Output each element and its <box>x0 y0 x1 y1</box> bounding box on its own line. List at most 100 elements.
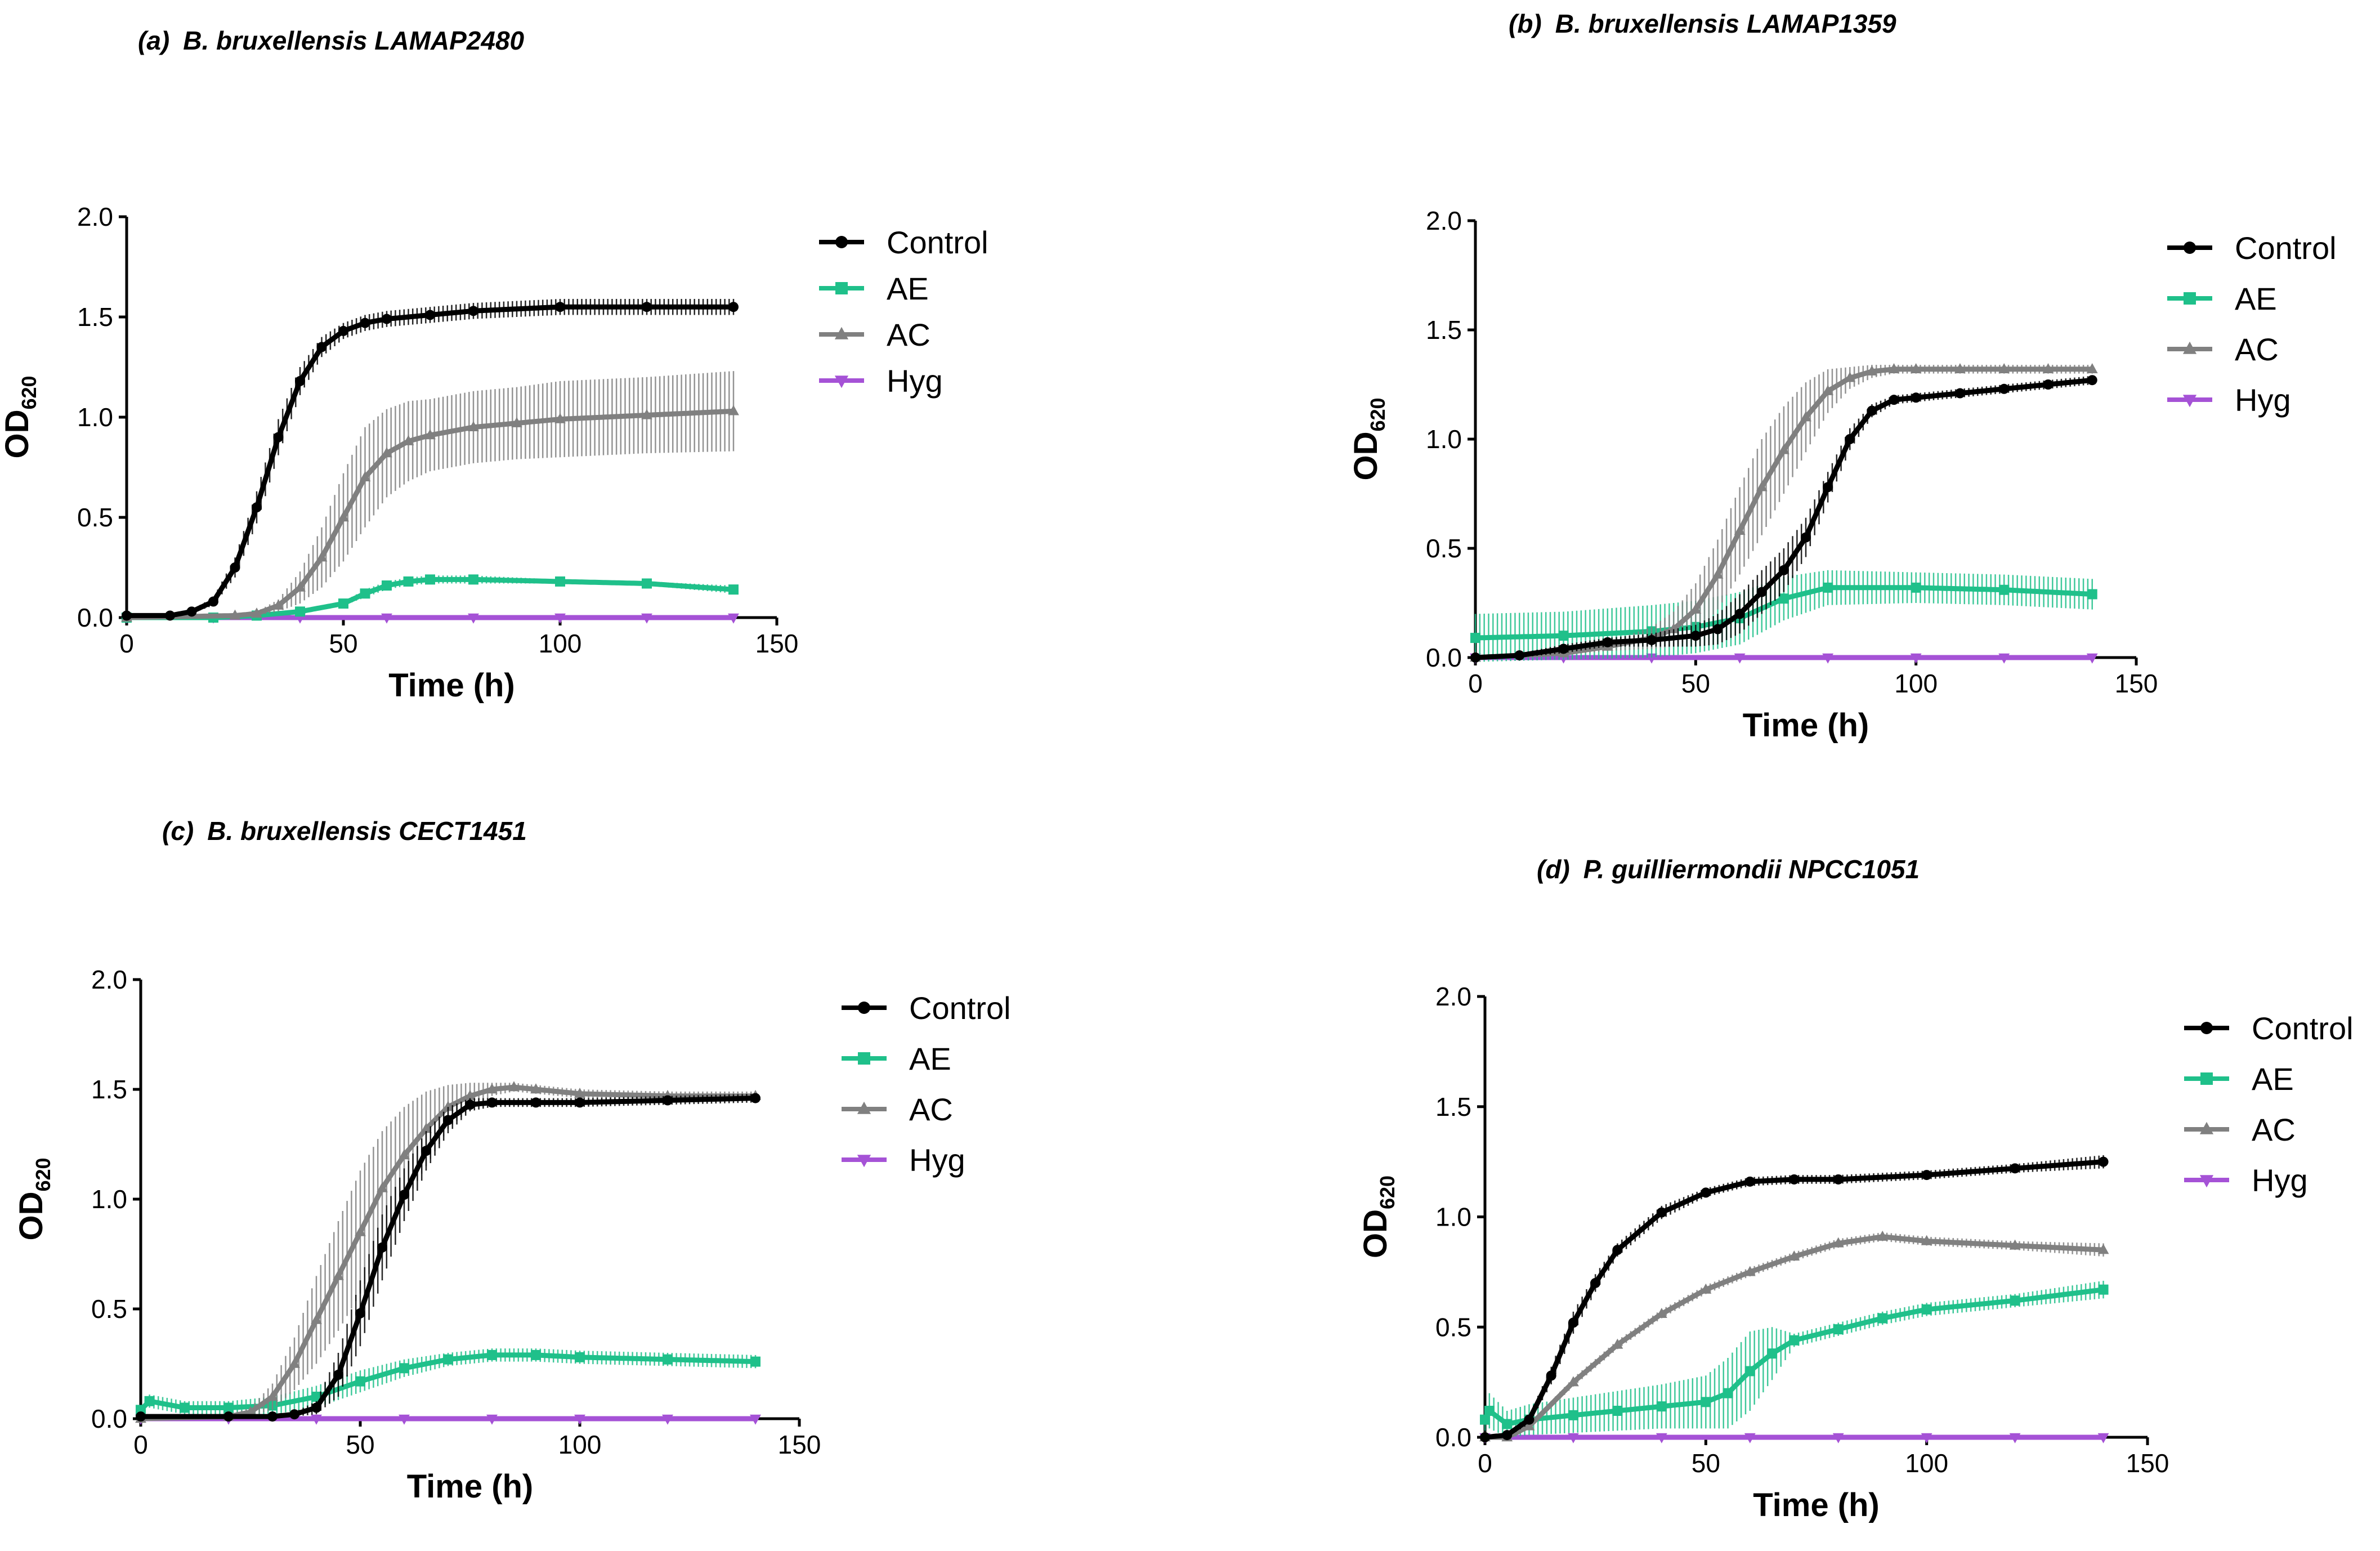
y-tick-label: 1.0 <box>1426 424 1462 454</box>
x-tick-label: 150 <box>755 629 799 658</box>
legend-item-control: Control <box>819 225 988 260</box>
panel-title-text: B. bruxellensis CECT1451 <box>207 816 527 846</box>
data-point <box>1998 653 2010 664</box>
data-point <box>338 325 348 336</box>
data-point <box>1877 1230 1889 1241</box>
legend-label: AE <box>2235 281 2277 316</box>
legend-marker <box>858 1052 870 1065</box>
x-tick-label: 150 <box>778 1430 821 1459</box>
data-point <box>399 1414 410 1425</box>
data-point <box>1701 1397 1711 1407</box>
legend-marker <box>857 1101 871 1114</box>
data-point <box>1744 1366 1755 1376</box>
data-point <box>2087 375 2097 386</box>
legend-label: AC <box>2252 1112 2296 1147</box>
data-point <box>1480 1432 1490 1442</box>
data-point <box>424 429 436 440</box>
legend-marker <box>2184 292 2196 305</box>
data-point <box>186 606 197 617</box>
series-control <box>122 298 739 621</box>
data-point <box>554 413 566 423</box>
data-point <box>662 1414 673 1425</box>
data-point <box>728 613 739 624</box>
y-tick-label: 2.0 <box>77 202 113 231</box>
data-point <box>468 574 478 585</box>
y-axis-label-main: OD <box>13 1192 50 1241</box>
data-point <box>1778 444 1790 454</box>
data-point <box>1502 1430 1513 1441</box>
y-tick-label: 1.0 <box>91 1185 127 1214</box>
legend-item-ae: AE <box>842 1041 951 1076</box>
data-point <box>267 1411 278 1422</box>
y-axis-label-main: OD <box>0 410 35 459</box>
data-point <box>1910 363 1922 374</box>
x-axis-label: Time (h) <box>1753 1487 1880 1523</box>
data-point <box>122 610 132 621</box>
legend-item-control: Control <box>842 990 1011 1026</box>
data-point <box>468 306 478 316</box>
x-axis-label: Time (h) <box>388 667 515 704</box>
data-point <box>511 417 522 427</box>
data-point <box>750 1093 760 1103</box>
legend-item-hyg: Hyg <box>2184 1163 2308 1198</box>
legend-marker <box>2184 242 2196 254</box>
data-point <box>144 1396 155 1406</box>
legend-marker <box>2200 1022 2213 1034</box>
panel-label: (b) <box>1509 9 1542 38</box>
data-point <box>663 1354 673 1365</box>
legend-item-hyg: Hyg <box>842 1142 965 1178</box>
data-point <box>2086 653 2098 664</box>
data-point <box>1701 1187 1711 1198</box>
data-point <box>251 607 262 618</box>
y-axis-label: OD620 <box>0 376 41 458</box>
legend-item-ac: AC <box>2184 1112 2296 1147</box>
y-tick-label: 2.0 <box>1426 206 1462 235</box>
data-point <box>1921 1433 1932 1443</box>
data-point <box>1756 587 1767 597</box>
data-point <box>641 409 652 419</box>
panel-title-text: P. guilliermondii NPCC1051 <box>1583 855 1920 884</box>
data-point <box>465 1099 475 1110</box>
data-point <box>1524 1414 1535 1425</box>
legend-marker <box>2199 1175 2214 1188</box>
data-point <box>1921 1304 1932 1315</box>
data-point <box>1656 1433 1667 1443</box>
data-point <box>399 1363 409 1374</box>
data-point <box>1568 1410 1578 1420</box>
legend-item-ae: AE <box>819 271 929 306</box>
panel-title: (b) B. bruxellensis LAMAP1359 <box>1509 9 1896 38</box>
legend-marker <box>2182 341 2197 354</box>
data-point <box>642 302 652 312</box>
data-point <box>2009 1239 2021 1250</box>
data-point <box>508 1081 520 1092</box>
panel-b: (b) B. bruxellensis LAMAP1359 0.0 0.5 1.0 1.5… <box>1348 9 2337 744</box>
data-point <box>1480 1414 1490 1425</box>
data-point <box>2042 363 2054 374</box>
data-point <box>1823 582 1833 593</box>
data-point <box>1734 525 1746 535</box>
legend-item-ac: AC <box>819 317 930 352</box>
legend-label: AE <box>887 271 929 306</box>
y-tick-label: 1.0 <box>1435 1203 1471 1232</box>
panel-title-text: B. bruxellensis LAMAP2480 <box>183 26 524 55</box>
data-point <box>555 576 565 587</box>
data-point <box>1602 637 1613 647</box>
data-point <box>1778 565 1789 575</box>
data-point <box>1568 1317 1578 1328</box>
data-point <box>1712 624 1723 634</box>
data-point <box>1502 1419 1513 1429</box>
data-point <box>468 613 479 624</box>
data-point <box>2086 363 2098 374</box>
data-point <box>333 1270 344 1280</box>
legend: Control AE AC Hyg <box>842 990 1011 1178</box>
x-tick-label: 0 <box>1478 1449 1492 1478</box>
y-axis-label-sub: 620 <box>17 376 41 409</box>
x-tick-label: 100 <box>539 629 582 658</box>
data-point <box>1656 1401 1667 1412</box>
data-point <box>1734 653 1746 664</box>
data-point <box>1833 1324 1844 1335</box>
data-point <box>295 606 305 617</box>
data-point <box>1712 568 1724 579</box>
data-point <box>295 376 305 386</box>
panel-label: (d) <box>1537 855 1570 884</box>
